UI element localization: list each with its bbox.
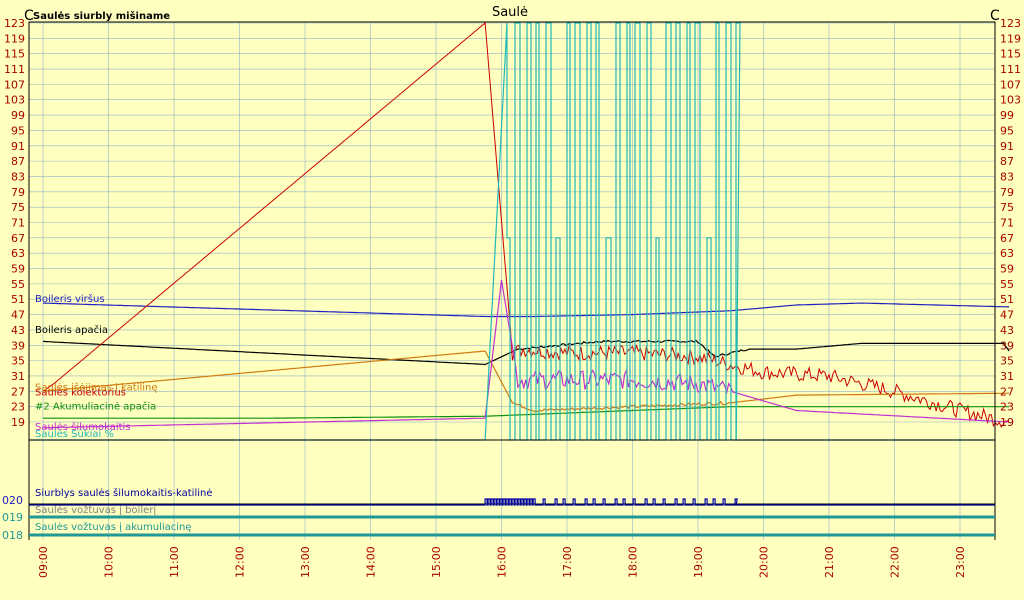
chart-title: Saulė — [492, 5, 528, 20]
x-tick-label: 23:00 — [954, 546, 967, 578]
y-tick-label-right: 91 — [1000, 140, 1014, 153]
x-tick-label: 19:00 — [692, 546, 705, 578]
y-tick-label-left: 63 — [11, 247, 25, 260]
y-tick-label-right: 123 — [1000, 17, 1021, 30]
channel-label: Saulės vožtuvas į boilerį — [35, 504, 156, 516]
y-tick-label-right: 27 — [1000, 385, 1014, 398]
x-tick-label: 14:00 — [365, 546, 378, 578]
y-tick-label-right: 55 — [1000, 278, 1014, 291]
left-unit-label: C — [24, 8, 34, 24]
y-tick-label-left: 71 — [11, 217, 25, 230]
channel-id: 018 — [2, 529, 23, 542]
y-tick-label-right: 59 — [1000, 263, 1014, 276]
channel-id: 020 — [2, 494, 23, 507]
series-label: Boileris viršus — [35, 293, 105, 305]
y-tick-label-left: 91 — [11, 140, 25, 153]
y-tick-label-right: 87 — [1000, 155, 1014, 168]
series-line — [42, 350, 1010, 413]
y-tick-label-left: 115 — [4, 48, 25, 61]
y-tick-label-right: 47 — [1000, 309, 1014, 322]
y-tick-label-right: 99 — [1000, 109, 1014, 122]
x-tick-label: 09:00 — [37, 546, 50, 578]
channel-id: 019 — [2, 511, 23, 524]
series-label: Saulės kolektorius — [35, 387, 126, 398]
top-left-label: Saulės siurbly mišiname — [33, 10, 170, 22]
y-tick-label-right: 39 — [1000, 339, 1014, 352]
y-tick-label-left: 27 — [11, 385, 25, 398]
y-tick-label-right: 119 — [1000, 32, 1021, 45]
y-tick-label-right: 95 — [1000, 124, 1014, 137]
y-tick-label-left: 75 — [11, 201, 25, 214]
x-tick-label: 18:00 — [627, 546, 640, 578]
y-tick-label-right: 79 — [1000, 186, 1014, 199]
x-tick-label: 15:00 — [430, 546, 443, 578]
y-tick-label-left: 123 — [4, 17, 25, 30]
y-tick-label-right: 35 — [1000, 355, 1014, 368]
y-tick-label-right: 103 — [1000, 94, 1021, 107]
x-tick-label: 12:00 — [234, 546, 247, 578]
y-tick-label-left: 59 — [11, 263, 25, 276]
y-tick-label-left: 87 — [11, 155, 25, 168]
y-tick-label-left: 55 — [11, 278, 25, 291]
series-label: Saulės Sūkiai % — [35, 429, 114, 440]
y-tick-label-left: 111 — [4, 63, 25, 76]
y-tick-label-left: 51 — [11, 293, 25, 306]
x-tick-label: 10:00 — [103, 546, 116, 578]
y-tick-label-left: 47 — [11, 309, 25, 322]
pump-signal — [29, 498, 995, 506]
x-tick-label: 20:00 — [758, 546, 771, 578]
y-tick-label-left: 95 — [11, 124, 25, 137]
channel-label: Siurblys saulės šilumokaitis-katilinė — [35, 487, 213, 499]
y-tick-label-left: 79 — [11, 186, 25, 199]
y-tick-label-left: 19 — [11, 416, 25, 429]
digital-channels — [28, 439, 996, 537]
x-tick-label: 17:00 — [561, 546, 574, 578]
y-tick-label-right: 75 — [1000, 201, 1014, 214]
y-tick-label-left: 43 — [11, 324, 25, 337]
y-tick-label-left: 31 — [11, 370, 25, 383]
x-tick-label: 21:00 — [823, 546, 836, 578]
y-tick-label-right: 63 — [1000, 247, 1014, 260]
x-tick-label: 22:00 — [889, 546, 902, 578]
y-tick-label-right: 115 — [1000, 48, 1021, 61]
y-tick-label-right: 23 — [1000, 401, 1014, 414]
y-tick-label-right: 83 — [1000, 170, 1014, 183]
channel-label: Saulės vožtuvas į akumuliacinę — [35, 521, 192, 533]
y-tick-label-right: 31 — [1000, 370, 1014, 383]
y-tick-label-right: 107 — [1000, 78, 1021, 91]
x-tick-label: 11:00 — [168, 546, 181, 578]
x-tick-label: 16:00 — [496, 546, 509, 578]
labels: 123 123 119 119 115 115 111 111 107 107 103 103 99 99… — [2, 17, 1021, 578]
series-lines — [29, 21, 1010, 441]
y-tick-label-right: 51 — [1000, 293, 1014, 306]
y-tick-label-right: 67 — [1000, 232, 1014, 245]
series-label: Saulės išėjimas į katilinę — [35, 381, 158, 393]
y-tick-label-right: 43 — [1000, 324, 1014, 337]
series-label: #2 Akumuliacinė apačia — [35, 401, 156, 413]
y-tick-label-left: 103 — [4, 94, 25, 107]
y-tick-label-left: 119 — [4, 32, 25, 45]
right-unit-label: C — [990, 8, 1000, 24]
y-tick-label-right: 111 — [1000, 63, 1021, 76]
y-tick-label-left: 67 — [11, 232, 25, 245]
y-tick-label-left: 35 — [11, 355, 25, 368]
series-label: Boileris apačia — [35, 324, 108, 336]
y-tick-label-right: 71 — [1000, 217, 1014, 230]
y-tick-label-left: 39 — [11, 339, 25, 352]
y-tick-label-left: 107 — [4, 78, 25, 91]
x-tick-label: 13:00 — [299, 546, 312, 578]
y-tick-label-left: 99 — [11, 109, 25, 122]
y-tick-label-left: 83 — [11, 170, 25, 183]
y-tick-label-right: 19 — [1000, 416, 1014, 429]
series-label: Saulės šilumokaitis — [35, 421, 131, 433]
series-line — [43, 406, 1010, 419]
y-tick-label-left: 23 — [11, 401, 25, 414]
